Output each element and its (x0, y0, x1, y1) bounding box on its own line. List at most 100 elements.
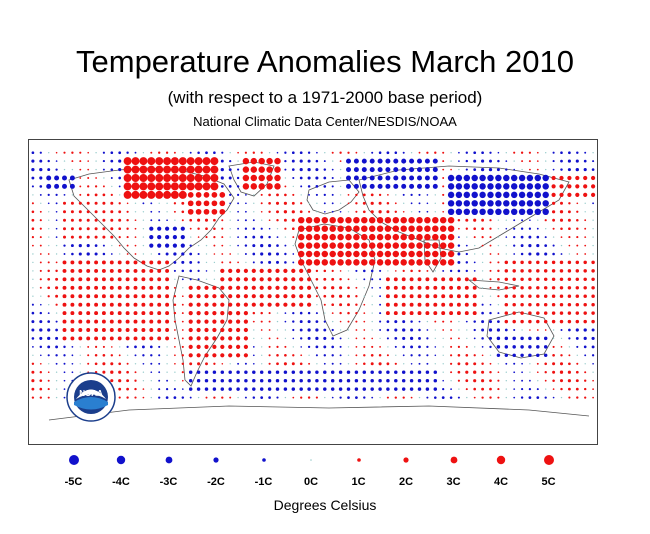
anomaly-dot (393, 285, 398, 290)
anomaly-dot (323, 185, 327, 188)
anomaly-dot (503, 191, 510, 199)
anomaly-dot (537, 380, 539, 382)
anomaly-dot (150, 202, 153, 205)
anomaly-dot (299, 277, 304, 282)
anomaly-dot (102, 201, 106, 205)
anomaly-dot (163, 157, 172, 166)
anomaly-dot (47, 388, 50, 391)
anomaly-dot (520, 311, 524, 315)
anomaly-dot (544, 219, 547, 222)
anomaly-dot (251, 268, 256, 273)
anomaly-dot (243, 336, 248, 341)
legend-dot (543, 455, 554, 465)
anomaly-dot (48, 244, 50, 247)
anomaly-dot (125, 260, 130, 265)
anomaly-dot (552, 353, 555, 357)
anomaly-dot (142, 396, 145, 399)
anomaly-dot (174, 219, 176, 221)
anomaly-dot (442, 388, 445, 391)
anomaly-dot (544, 371, 547, 374)
anomaly-dot (371, 151, 374, 154)
anomaly-dot (434, 202, 436, 204)
anomaly-dot (544, 362, 547, 366)
anomaly-dot (347, 346, 350, 348)
anomaly-dot (496, 353, 501, 358)
anomaly-dot (253, 194, 255, 196)
anomaly-dot (62, 302, 67, 307)
anomaly-dot (424, 242, 431, 249)
anomaly-dot (521, 388, 524, 391)
anomaly-dot (323, 320, 326, 323)
anomaly-dot (300, 202, 303, 205)
anomaly-dot (70, 244, 74, 248)
anomaly-dot (79, 354, 81, 356)
anomaly-dot (418, 210, 421, 213)
anomaly-dot (576, 253, 579, 255)
anomaly-dot (47, 286, 51, 290)
anomaly-dot (102, 353, 106, 357)
anomaly-dot (455, 208, 463, 216)
anomaly-dot (39, 328, 43, 332)
legend-units: Degrees Celsius (273, 497, 377, 513)
anomaly-dot (568, 396, 571, 399)
anomaly-dot (361, 183, 367, 189)
anomaly-dot (583, 269, 587, 273)
anomaly-dot (545, 160, 547, 162)
anomaly-dot (292, 236, 295, 239)
anomaly-dot (387, 270, 389, 272)
anomaly-dot (63, 193, 66, 196)
anomaly-dot (418, 193, 421, 196)
anomaly-dot (276, 337, 279, 340)
anomaly-dot (237, 362, 240, 365)
anomaly-dot (70, 302, 75, 307)
anomaly-dot (244, 378, 248, 383)
anomaly-dot (307, 285, 312, 290)
anomaly-dot (559, 302, 564, 307)
anomaly-dot (481, 396, 484, 399)
anomaly-dot (94, 201, 98, 205)
anomaly-dot (377, 167, 383, 173)
anomaly-dot (210, 174, 219, 182)
anomaly-dot (560, 227, 563, 230)
anomaly-dot (102, 362, 106, 366)
anomaly-dot (568, 387, 571, 391)
anomaly-dot (220, 159, 224, 163)
anomaly-dot (559, 269, 564, 273)
anomaly-dot (117, 336, 122, 341)
anomaly-dot (268, 320, 271, 323)
anomaly-dot (489, 269, 492, 272)
anomaly-dot (126, 396, 129, 399)
anomaly-dot (166, 354, 168, 356)
anomaly-dot (409, 302, 414, 307)
anomaly-dot (324, 312, 326, 314)
anomaly-dot (575, 192, 580, 197)
anomaly-dot (197, 252, 200, 256)
anomaly-dot (307, 185, 311, 188)
anomaly-dot (464, 311, 469, 316)
anomaly-dot (450, 329, 452, 331)
anomaly-dot (188, 336, 193, 341)
anomaly-dot (386, 396, 389, 399)
anomaly-dot (465, 159, 468, 163)
anomaly-dot (219, 208, 226, 215)
anomaly-dot (394, 270, 397, 272)
anomaly-dot (203, 208, 210, 215)
anomaly-dot (559, 370, 564, 374)
anomaly-dot (299, 311, 303, 315)
anomaly-dot (71, 371, 74, 374)
anomaly-dot (481, 261, 484, 264)
anomaly-dot (473, 227, 477, 231)
anomaly-dot (575, 328, 579, 332)
anomaly-dot (542, 191, 549, 199)
anomaly-dot (39, 236, 42, 239)
anomaly-dot (291, 387, 296, 391)
anomaly-dot (237, 236, 240, 238)
anomaly-dot (472, 311, 477, 316)
anomaly-dot (141, 302, 146, 307)
anomaly-dot (361, 250, 368, 258)
anomaly-dot (259, 285, 264, 290)
anomaly-dot (55, 244, 58, 247)
anomaly-dot (497, 396, 500, 399)
anomaly-dot (150, 362, 153, 365)
legend-swatch (240, 450, 287, 470)
